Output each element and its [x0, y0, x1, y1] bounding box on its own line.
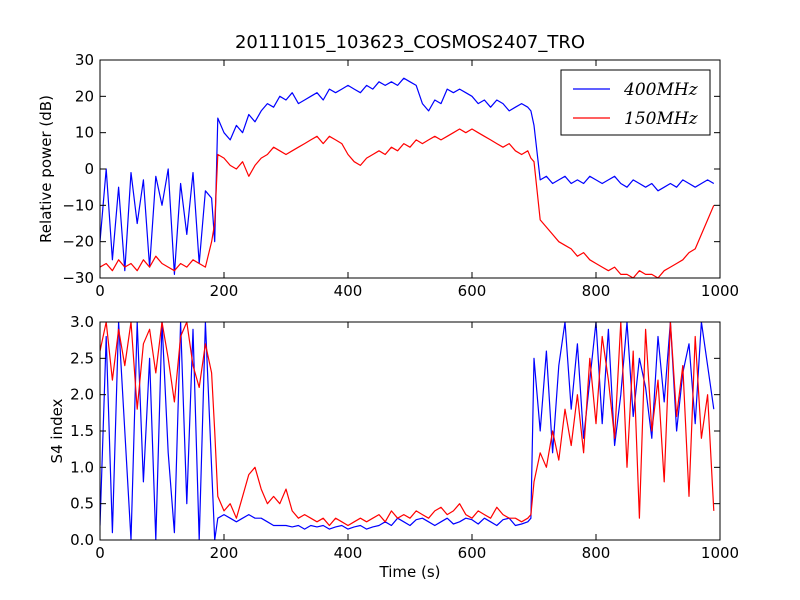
- power-x-tick-label: 600: [458, 282, 487, 300]
- s4-x-tick-label: 600: [458, 544, 487, 562]
- chart-title: 20111015_103623_COSMOS2407_TRO: [235, 32, 585, 53]
- power-plot-series: [100, 77, 715, 278]
- s4-y-tick-label: 0.0: [70, 531, 94, 549]
- s4-y-tick-label: 3.0: [70, 313, 94, 331]
- legend: 400MHz 150MHz: [560, 69, 711, 136]
- power-x-axis: 0 200 400 600 800 1000: [95, 60, 739, 300]
- s4-series-400mhz: [100, 322, 715, 540]
- power-y-axis: −30 −20 −10 0 10 20 30: [62, 51, 720, 287]
- power-x-tick-label: 200: [210, 282, 239, 300]
- power-x-tick-label: 400: [334, 282, 363, 300]
- legend-label-150mhz: 150MHz: [624, 109, 699, 129]
- power-x-tick-label: 0: [95, 282, 105, 300]
- legend-frame: [560, 69, 711, 136]
- legend-label-400mhz: 400MHz: [623, 80, 699, 100]
- power-y-axis-label: Relative power (dB): [37, 95, 55, 243]
- power-plot: 0 200 400 600 800 1000 −30 −20 −10 0 10 20 30 Relat…: [37, 51, 739, 300]
- power-y-tick-label: −10: [62, 196, 94, 214]
- power-y-tick-label: 10: [75, 124, 94, 142]
- power-series-400mhz: [100, 77, 715, 275]
- s4-x-axis: 0 200 400 600 800 1000: [95, 322, 739, 562]
- s4-y-axis: 0.0 0.5 1.0 1.5 2.0 2.5 3.0: [70, 313, 720, 549]
- s4-x-tick-label: 0: [95, 544, 105, 562]
- s4-plot-series: [100, 322, 715, 540]
- s4-x-tick-label: 1000: [701, 544, 739, 562]
- s4-plot: 0 200 400 600 800 1000 0.00.51.01.52.02.53.0 …: [48, 313, 739, 581]
- s4-x-tick-label: 400: [334, 544, 363, 562]
- s4-y-tick-label: 1.5: [70, 422, 94, 440]
- power-x-tick-label: 1000: [701, 282, 739, 300]
- power-y-tick-label: −20: [62, 233, 94, 251]
- power-x-tick-label: 800: [582, 282, 611, 300]
- power-y-tick-label: −30: [62, 269, 94, 287]
- s4-series-150mhz: [100, 322, 715, 527]
- s4-x-axis-label: Time (s): [379, 563, 441, 581]
- s4-y-tick-label: 0.5: [70, 495, 94, 513]
- power-series-150mhz: [100, 128, 715, 278]
- s4-x-tick-label: 800: [582, 544, 611, 562]
- s4-y-tick-label: 1.0: [70, 458, 94, 476]
- power-y-tick-label: 20: [75, 87, 94, 105]
- s4-y-axis-label: S4 index: [48, 398, 66, 463]
- s4-y-tick-label: 2.0: [70, 386, 94, 404]
- s4-y-tick-label: 2.5: [70, 349, 94, 367]
- power-y-tick-label: 30: [75, 51, 94, 69]
- s4-x-tick-label: 200: [210, 544, 239, 562]
- power-y-tick-label: 0: [84, 160, 94, 178]
